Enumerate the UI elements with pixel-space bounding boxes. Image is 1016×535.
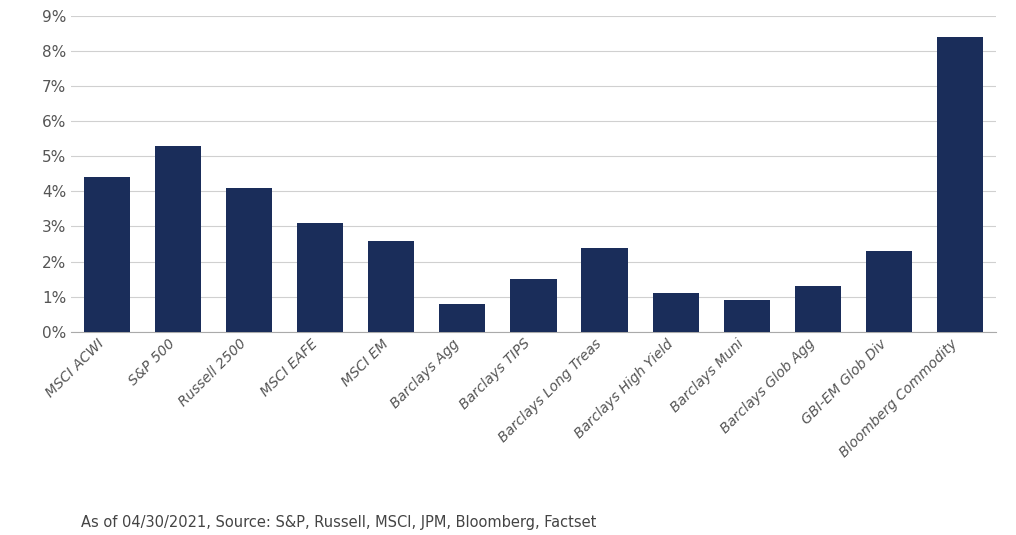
Bar <box>795 286 841 332</box>
Bar <box>226 188 272 332</box>
Text: As of 04/30/2021, Source: S&P, Russell, MSCI, JPM, Bloomberg, Factset: As of 04/30/2021, Source: S&P, Russell, … <box>81 515 596 530</box>
Bar <box>154 146 201 332</box>
Bar <box>83 178 130 332</box>
Bar <box>439 304 486 332</box>
Bar <box>581 248 628 332</box>
Bar <box>368 241 415 332</box>
Bar <box>510 279 557 332</box>
Bar <box>297 223 343 332</box>
Bar <box>652 293 699 332</box>
Bar <box>866 251 912 332</box>
Bar <box>937 37 983 332</box>
Bar <box>723 300 770 332</box>
